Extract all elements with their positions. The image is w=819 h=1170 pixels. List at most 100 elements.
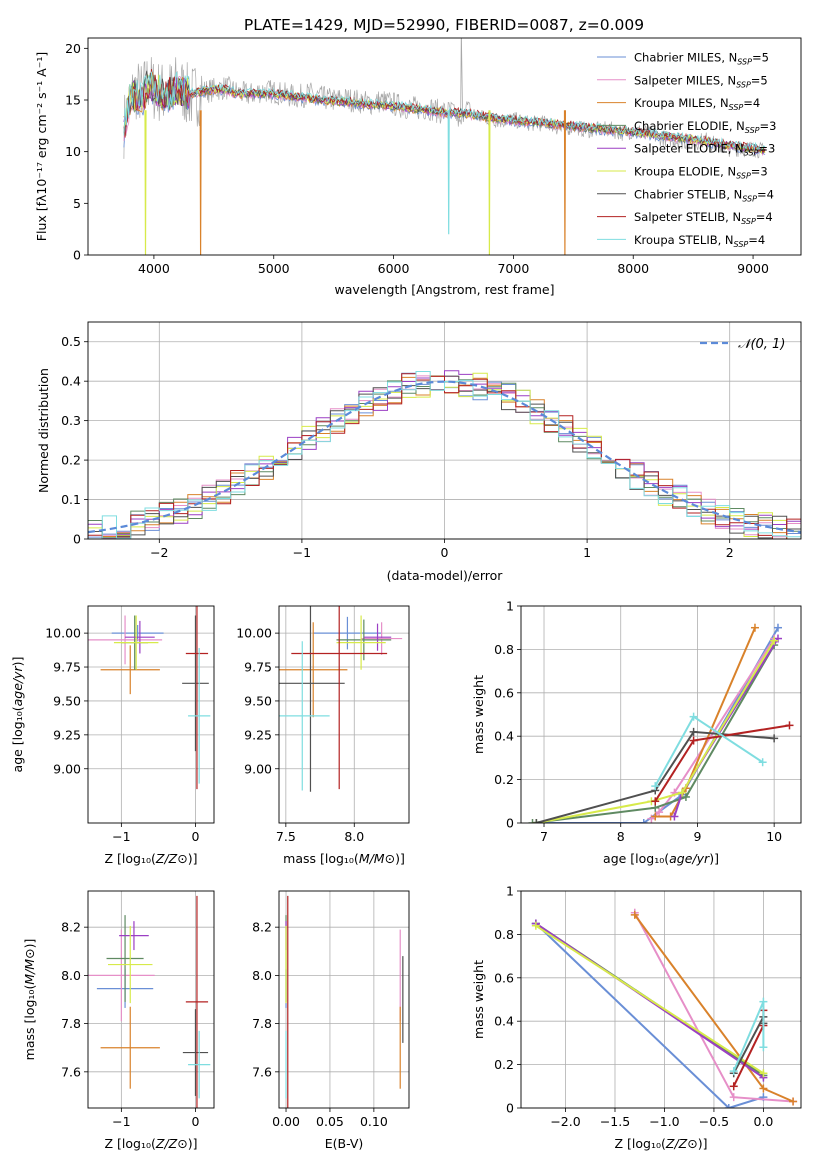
errorbar-chabrier-elodie: [106, 915, 144, 1002]
y-tick-label: 9.00: [244, 761, 272, 776]
y-tick-label: 10.00: [236, 626, 272, 641]
legend-label-kroupa-elodie: Kroupa ELODIE, NSSP=3: [634, 165, 768, 181]
weight-line: [535, 922, 764, 1108]
axes-age-vs-mass: 7.5 8.0 9.00 9.25 9.50 9.75 10.00 mass [log₁₀(M…: [236, 605, 410, 866]
weight-line: [535, 924, 764, 1075]
x-axis-label: Z [log₁₀(Z/Z⊙)]: [615, 1136, 708, 1151]
errorbar-kroupa-elodie: [108, 925, 153, 1004]
histogram-kroupa-stelib: [88, 371, 801, 539]
y-tick-label: 0.4: [494, 1014, 514, 1029]
y-tick-label: 9.25: [244, 727, 272, 742]
x-tick-label: 8: [617, 829, 625, 844]
y-axis-label: age [log₁₀(age/yr)]: [10, 657, 25, 773]
masked-region-drop: [199, 110, 202, 255]
axes-mass-vs-Z: −1 0 7.6 7.8 8.0 8.2 Z [log₁₀(Z/Z⊙)] mass [log₁…: [22, 890, 215, 1151]
x-tick-label: 0: [191, 829, 199, 844]
x-tick-label: 5000: [258, 261, 290, 276]
errorbar-salpeter-elodie: [119, 921, 149, 951]
plot-area-age-vs-Z: [88, 606, 211, 790]
y-axis-label: mass [log₁₀(M/M⊙)]: [22, 939, 37, 1061]
x-tick-label: −1.0: [649, 1114, 679, 1129]
legend-label-salpeter-miles: Salpeter MILES, NSSP=5: [634, 73, 768, 89]
y-tick-label: 0.8: [494, 642, 514, 657]
masked-region-drop: [563, 110, 567, 255]
y-tick-label: 0.6: [494, 685, 514, 700]
masked-region-drop: [447, 110, 450, 235]
y-tick-label: 0: [506, 1101, 514, 1116]
y-tick-label: 9.75: [53, 660, 81, 675]
weight-line: [536, 627, 779, 823]
axes-frame: [278, 890, 410, 1109]
y-axis-label: mass weight: [471, 960, 486, 1039]
x-tick-label: 9000: [737, 261, 769, 276]
y-tick-label: 8.0: [252, 968, 272, 983]
x-axis-label: (data-model)/error: [387, 568, 504, 583]
y-tick-label: 0.8: [494, 927, 514, 942]
legend-label-chabrier-miles: Chabrier MILES, NSSP=5: [634, 51, 769, 67]
axes-frame: [87, 37, 802, 256]
legend-residuals: 𝒩(0, 1): [700, 337, 785, 352]
errorbar-salpeter-stelib: [291, 606, 388, 790]
y-tick-label: 9.75: [244, 660, 272, 675]
y-tick-label: 15: [65, 93, 81, 108]
y-tick-label: 9.25: [53, 727, 81, 742]
errorbar-kroupa-elodie: [113, 615, 159, 670]
y-tick-label: 0.2: [494, 772, 514, 787]
y-axis-label: Flux [fλ10⁻¹⁷ erg cm⁻² s⁻¹ A⁻¹]: [34, 52, 49, 241]
weight-series-salpeter-stelib: [651, 721, 794, 806]
plot-area-weight-vs-age: [528, 623, 794, 823]
y-tick-label: 0.5: [61, 334, 81, 349]
y-tick-label: 20: [65, 41, 81, 56]
x-tick-label: 1: [583, 545, 591, 560]
y-tick-label: 0: [73, 532, 81, 547]
errorbar-salpeter-miles: [361, 622, 403, 655]
y-tick-label: 7.8: [252, 1016, 272, 1031]
plot-area-mass-vs-Z: [88, 895, 211, 1108]
errorbar-salpeter-stelib: [185, 606, 209, 790]
x-tick-label: 0.05: [316, 1114, 344, 1129]
x-axis-label: mass [log₁₀(M/M⊙)]: [283, 851, 405, 866]
x-axis-label: age [log₁₀(age/yr)]: [603, 851, 719, 866]
axes-frame: [87, 321, 802, 540]
x-axis-label: E(B-V): [325, 1136, 364, 1151]
x-tick-label: −1: [293, 545, 311, 560]
x-tick-label: −1: [112, 1114, 130, 1129]
errorbar-kroupa-miles: [100, 645, 160, 695]
y-tick-label: 9.50: [53, 693, 81, 708]
errorbar-kroupa-elodie: [336, 615, 386, 670]
axes-weight-vs-age: 7 8 9 10 0 0.2 0.4 0.6 0.8 1 age [log₁₀(age/yr)] ma…: [471, 599, 802, 866]
x-tick-label: 0.0: [753, 1114, 773, 1129]
weight-line: [536, 640, 776, 823]
axes-spectrum: 4000 5000 6000 7000 8000 9000 0 5 10 15 20 waveleng…: [34, 37, 802, 297]
legend-label-normal: 𝒩(0, 1): [738, 337, 785, 352]
x-tick-label: −2.0: [550, 1114, 580, 1129]
y-tick-label: 7.8: [61, 1016, 81, 1031]
x-tick-label: 7: [540, 829, 548, 844]
axes-frame: [520, 890, 802, 1109]
y-tick-label: 7.6: [61, 1064, 81, 1079]
plot-area-age-vs-mass: [279, 606, 403, 792]
errorbar-kroupa-stelib: [279, 641, 330, 791]
legend-label-kroupa-stelib: Kroupa STELIB, NSSP=4: [634, 233, 765, 249]
errorbar-salpeter-elodie: [363, 623, 392, 651]
x-tick-label: 10: [766, 829, 782, 844]
axes-frame: [87, 890, 215, 1109]
weight-series-kroupa-miles: [630, 910, 798, 1106]
y-tick-label: 0.1: [61, 492, 81, 507]
y-axis-label: mass weight: [471, 675, 486, 754]
figure-title: PLATE=1429, MJD=52990, FIBERID=0087, z=0…: [244, 16, 644, 34]
normal-curve: [88, 380, 801, 534]
masked-region-drop: [488, 110, 491, 255]
x-tick-label: 6000: [378, 261, 410, 276]
axes-mass-vs-ebv: 0.00 0.05 0.10 7.6 7.8 8.0 8.2 E(B-V): [252, 890, 410, 1151]
y-axis-label: Normed distribution: [36, 368, 51, 493]
y-tick-label: 9.50: [244, 693, 272, 708]
errorbar-chabrier-elodie: [336, 619, 392, 661]
y-tick-label: 8.0: [61, 968, 81, 983]
y-tick-label: 0.4: [61, 374, 81, 389]
x-tick-label: 0: [191, 1114, 199, 1129]
weight-series-kroupa-stelib: [729, 997, 768, 1076]
errorbar-salpeter-miles: [88, 615, 163, 665]
weight-series-kroupa-elodie: [531, 921, 768, 1078]
y-tick-label: 8.2: [252, 920, 272, 935]
